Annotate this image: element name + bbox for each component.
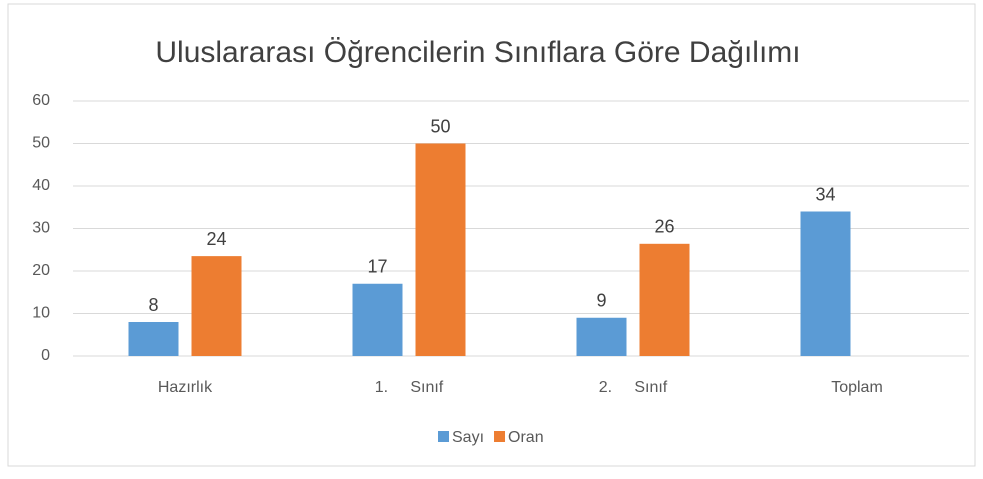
bar <box>191 256 242 356</box>
x-tick-label: 1. Sınıf <box>375 379 444 396</box>
data-label: 50 <box>430 116 450 136</box>
y-tick-label: 60 <box>32 92 50 109</box>
data-label: 17 <box>367 257 387 277</box>
y-tick-label: 10 <box>32 305 50 322</box>
legend-swatch <box>438 431 449 442</box>
bar <box>576 317 627 356</box>
bar <box>415 143 466 356</box>
legend-label: Sayı <box>452 429 484 446</box>
x-tick-label: Toplam <box>831 379 883 396</box>
y-tick-label: 50 <box>32 135 50 152</box>
data-label: 26 <box>654 217 674 237</box>
data-label: 24 <box>206 229 226 249</box>
x-tick-label: Hazırlık <box>158 379 213 396</box>
data-label: 34 <box>815 184 835 204</box>
x-tick-label: 2. Sınıf <box>599 379 668 396</box>
bar <box>128 322 179 356</box>
y-tick-label: 30 <box>32 220 50 237</box>
legend-swatch <box>494 431 506 442</box>
data-label: 9 <box>596 291 606 311</box>
y-tick-label: 20 <box>32 262 50 279</box>
bar <box>639 243 690 356</box>
bar <box>352 283 403 356</box>
chart-title: Uluslararası Öğrencilerin Sınıflara Göre… <box>155 36 800 69</box>
y-tick-label: 40 <box>32 177 50 194</box>
y-tick-label: 0 <box>41 347 50 364</box>
data-label: 8 <box>148 295 158 315</box>
bar <box>800 211 851 356</box>
legend-label: Oran <box>508 429 544 446</box>
